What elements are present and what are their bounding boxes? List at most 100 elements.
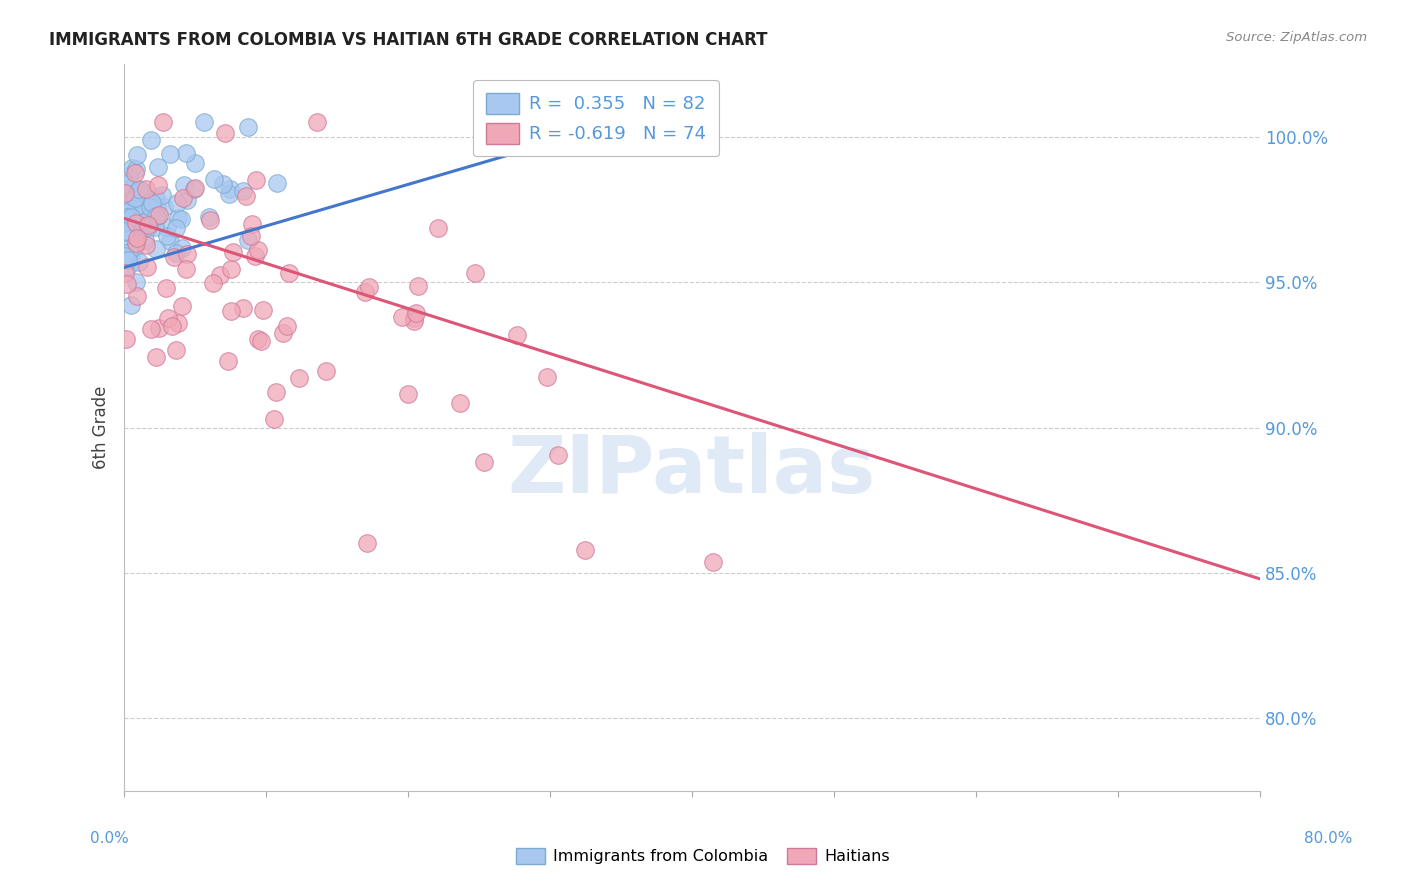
- Point: [117, 259, 139, 273]
- Point: [208, 268, 231, 282]
- Point: [217, 354, 239, 368]
- Legend: Immigrants from Colombia, Haitians: Immigrants from Colombia, Haitians: [510, 841, 896, 871]
- Point: [134, 233, 156, 247]
- Point: [193, 115, 215, 129]
- Point: [120, 297, 142, 311]
- Point: [266, 176, 288, 190]
- Point: [141, 322, 163, 336]
- Point: [197, 210, 219, 224]
- Point: [305, 115, 328, 129]
- Point: [150, 187, 173, 202]
- Text: Source: ZipAtlas.com: Source: ZipAtlas.com: [1226, 31, 1367, 45]
- Point: [391, 310, 413, 324]
- Point: [155, 281, 177, 295]
- Point: [121, 161, 143, 175]
- Point: [173, 178, 195, 192]
- Point: [153, 200, 176, 214]
- Point: [547, 448, 569, 462]
- Point: [125, 275, 148, 289]
- Point: [163, 250, 186, 264]
- Point: [146, 210, 169, 224]
- Point: [132, 204, 155, 219]
- Point: [156, 229, 179, 244]
- Point: [125, 200, 148, 214]
- Point: [125, 161, 148, 176]
- Point: [124, 166, 146, 180]
- Point: [235, 189, 257, 203]
- Point: [120, 214, 142, 228]
- Point: [128, 182, 150, 196]
- Point: [176, 193, 198, 207]
- Point: [114, 216, 136, 230]
- Point: [202, 172, 225, 186]
- Point: [145, 209, 167, 223]
- Point: [125, 216, 148, 230]
- Point: [218, 187, 240, 202]
- Point: [115, 214, 138, 228]
- Point: [356, 536, 378, 550]
- Point: [145, 350, 167, 364]
- Point: [404, 311, 426, 326]
- Point: [247, 243, 270, 257]
- Point: [139, 215, 162, 229]
- Point: [120, 250, 142, 264]
- Point: [162, 318, 184, 333]
- Text: 80.0%: 80.0%: [1305, 831, 1353, 847]
- Point: [135, 182, 157, 196]
- Point: [125, 231, 148, 245]
- Point: [278, 266, 301, 280]
- Point: [136, 260, 159, 274]
- Point: [125, 207, 148, 221]
- Point: [114, 266, 136, 280]
- Point: [201, 277, 224, 291]
- Point: [222, 244, 245, 259]
- Point: [167, 211, 190, 226]
- Point: [141, 133, 163, 147]
- Point: [506, 328, 529, 343]
- Text: 0.0%: 0.0%: [90, 831, 129, 847]
- Point: [114, 177, 136, 191]
- Point: [357, 280, 380, 294]
- Point: [174, 146, 197, 161]
- Point: [574, 543, 596, 558]
- Point: [166, 343, 188, 357]
- Point: [219, 262, 242, 277]
- Point: [129, 182, 152, 196]
- Point: [172, 191, 194, 205]
- Point: [288, 371, 311, 385]
- Point: [125, 148, 148, 162]
- Point: [174, 262, 197, 277]
- Point: [145, 242, 167, 256]
- Point: [240, 217, 263, 231]
- Point: [127, 289, 149, 303]
- Point: [114, 332, 136, 346]
- Point: [138, 218, 160, 232]
- Point: [114, 186, 136, 201]
- Point: [115, 204, 138, 219]
- Text: IMMIGRANTS FROM COLOMBIA VS HAITIAN 6TH GRADE CORRELATION CHART: IMMIGRANTS FROM COLOMBIA VS HAITIAN 6TH …: [49, 31, 768, 49]
- Point: [136, 219, 159, 234]
- Point: [219, 182, 242, 196]
- Point: [135, 237, 157, 252]
- Point: [118, 186, 141, 200]
- Point: [246, 332, 269, 346]
- Point: [240, 229, 263, 244]
- Point: [404, 314, 426, 328]
- Point: [232, 301, 254, 315]
- Point: [120, 182, 142, 196]
- Point: [129, 224, 152, 238]
- Point: [702, 555, 724, 569]
- Point: [115, 211, 138, 225]
- Point: [128, 254, 150, 268]
- Point: [127, 185, 149, 199]
- Point: [315, 363, 337, 377]
- Point: [117, 253, 139, 268]
- Point: [472, 455, 495, 469]
- Point: [124, 191, 146, 205]
- Point: [536, 370, 558, 384]
- Point: [200, 212, 222, 227]
- Point: [118, 168, 141, 182]
- Y-axis label: 6th Grade: 6th Grade: [93, 386, 110, 469]
- Point: [115, 236, 138, 251]
- Point: [166, 196, 188, 211]
